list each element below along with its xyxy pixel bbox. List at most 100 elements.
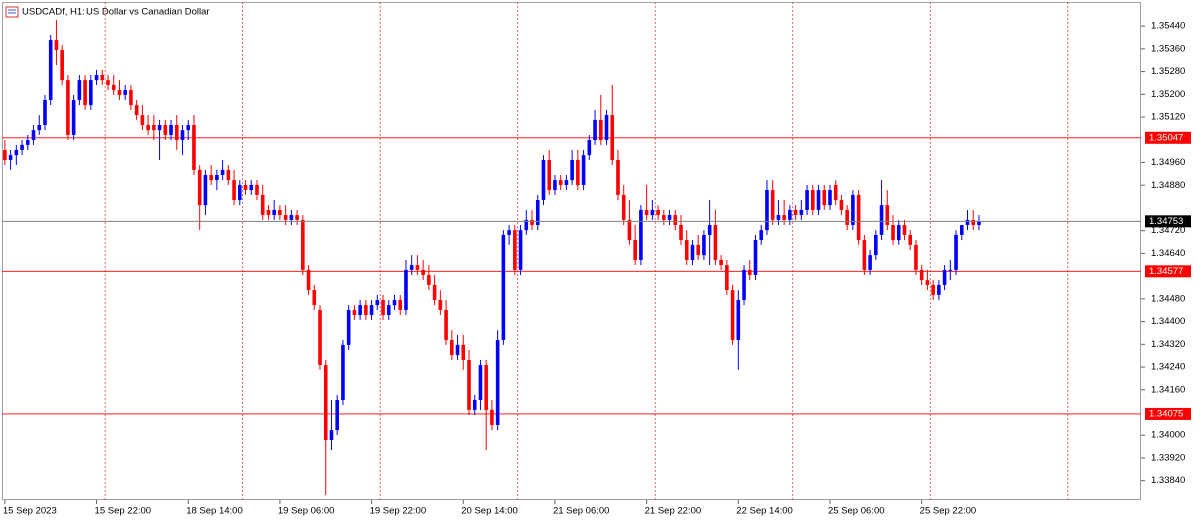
candle-body	[467, 359, 471, 410]
candle-body	[54, 40, 59, 51]
candle-body	[524, 219, 529, 231]
candle-body	[942, 269, 947, 285]
candle-body	[788, 209, 792, 220]
candle-body	[157, 125, 162, 131]
candle-body	[931, 284, 935, 295]
candle-body	[896, 225, 901, 241]
candle-body	[490, 409, 494, 426]
x-tick-label: 21 Sep 06:00	[553, 506, 610, 517]
candle-body	[421, 269, 425, 276]
y-tick-label: 1.35200	[1151, 89, 1185, 100]
y-tick-label: 1.34640	[1151, 248, 1185, 259]
candle-body	[885, 205, 890, 226]
candle-body	[197, 169, 202, 206]
candle-body	[971, 219, 976, 226]
candle-body	[381, 300, 385, 316]
candle-body	[604, 115, 609, 141]
candle-body	[341, 344, 345, 401]
candle-body	[839, 200, 844, 210]
candle-body	[799, 209, 804, 216]
candle-body	[507, 230, 511, 235]
y-tick-label: 1.34480	[1151, 293, 1185, 304]
candle-body	[627, 219, 632, 241]
candle-body	[111, 84, 116, 91]
candle-body	[719, 259, 723, 266]
candle-body	[89, 80, 93, 106]
candle-body	[725, 265, 729, 291]
candle-body	[438, 300, 443, 310]
last-price-label: 1.34753	[1149, 216, 1183, 227]
candle-body	[736, 300, 741, 341]
candle-body	[455, 344, 460, 356]
candle-body	[266, 209, 271, 216]
candle-body	[845, 209, 849, 226]
candle-body	[822, 190, 827, 206]
candle-body	[117, 90, 122, 95]
candle-body	[346, 309, 351, 345]
y-tick-label: 1.34720	[1151, 225, 1185, 236]
candle-body	[679, 225, 683, 241]
candle-body	[478, 365, 483, 401]
candle-body	[226, 169, 231, 181]
candle-body	[358, 305, 362, 316]
candle-body	[782, 215, 786, 220]
candle-body	[272, 209, 276, 216]
candle-body	[306, 269, 311, 291]
plot-frame	[2, 2, 1141, 500]
candle-body	[662, 215, 666, 220]
x-tick-label: 22 Sep 14:00	[736, 506, 793, 517]
candle-body	[243, 184, 248, 191]
candle-body	[209, 175, 213, 181]
candle-body	[925, 280, 930, 285]
candle-body	[232, 180, 236, 201]
y-tick-label: 1.34160	[1151, 384, 1185, 395]
candle-body	[793, 209, 798, 216]
candle-body	[318, 309, 322, 366]
candle-body	[3, 150, 7, 160]
chart-icon	[5, 6, 19, 18]
candle-body	[237, 184, 242, 201]
candle-body	[541, 159, 546, 201]
candle-body	[535, 200, 540, 226]
candle-body	[742, 269, 746, 301]
candle-body	[295, 215, 299, 220]
candle-body	[278, 209, 282, 216]
candle-body	[644, 209, 649, 216]
level-label-box	[1145, 131, 1191, 144]
candle-body	[14, 150, 19, 156]
candle-body	[409, 265, 414, 270]
candle-body	[444, 309, 448, 341]
candle-body	[570, 159, 574, 181]
candle-body	[329, 430, 334, 441]
candle-body	[140, 115, 145, 126]
candle-body	[146, 125, 150, 131]
candle-body	[180, 130, 185, 141]
candle-body	[581, 155, 586, 185]
candle-body	[816, 190, 821, 210]
candle-body	[134, 105, 139, 116]
candle-body	[186, 125, 191, 131]
x-tick-label: 21 Sep 22:00	[645, 506, 702, 517]
candle-body	[891, 225, 895, 241]
candle-body	[914, 244, 918, 270]
x-tick-label: 15 Sep 22:00	[95, 506, 152, 517]
x-tick-label: 20 Sep 14:00	[461, 506, 518, 517]
candle-body	[301, 219, 305, 270]
candle-body	[851, 194, 855, 226]
y-tick-label: 1.35280	[1151, 66, 1185, 77]
candle-body	[759, 230, 764, 241]
candle-body	[484, 365, 488, 410]
candle-body	[260, 194, 265, 216]
candle-body	[919, 269, 924, 281]
candle-body	[616, 159, 620, 195]
candle-body	[650, 209, 655, 216]
last-price-box	[1145, 215, 1191, 228]
candle-body	[753, 240, 758, 276]
candle-body	[31, 130, 36, 141]
candle-body	[673, 215, 678, 226]
candle-body	[879, 205, 884, 235]
candle-body	[163, 125, 168, 135]
candle-body	[598, 119, 603, 141]
candle-body	[908, 234, 913, 245]
candle-body	[902, 225, 907, 235]
